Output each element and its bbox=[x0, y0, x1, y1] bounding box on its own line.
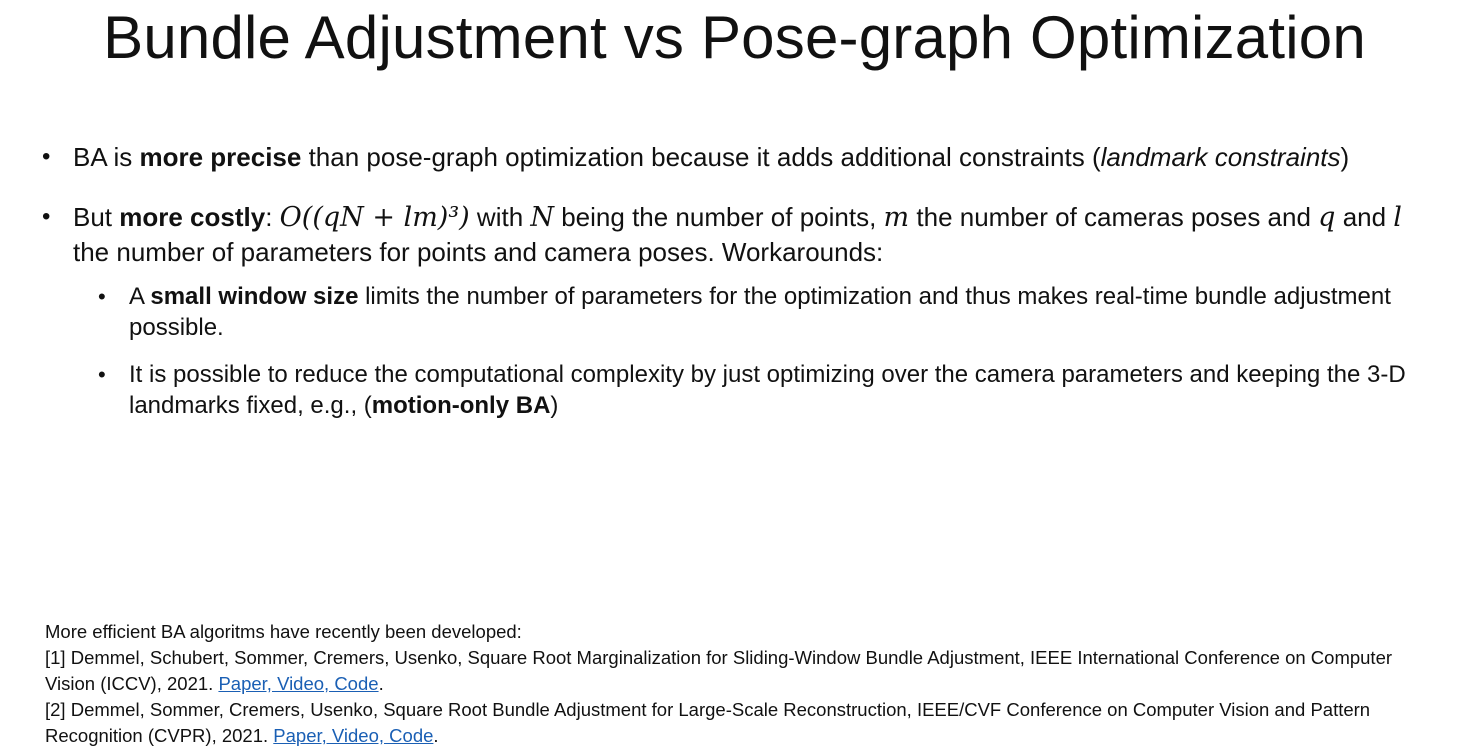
reference-2-text: [2] Demmel, Sommer, Cremers, Usenko, Squ… bbox=[45, 699, 1371, 746]
text: than pose-graph optimization because it … bbox=[301, 142, 1101, 172]
emphasis-landmark-constraints: landmark constraints bbox=[1100, 142, 1341, 172]
reference-1: [1] Demmel, Schubert, Sommer, Cremers, U… bbox=[45, 645, 1445, 697]
complexity-formula: O((qN + lm)³) bbox=[279, 202, 470, 233]
text: with bbox=[469, 202, 531, 232]
emphasis-more-costly: more costly bbox=[119, 202, 266, 232]
text: A bbox=[129, 283, 151, 310]
references-intro: More efficient BA algoritms have recentl… bbox=[45, 621, 522, 642]
workaround-list: A small window size limits the number of… bbox=[73, 281, 1440, 421]
text: It is possible to reduce the computation… bbox=[129, 361, 1406, 419]
text: . bbox=[433, 725, 439, 746]
text: being the number of points, bbox=[554, 202, 884, 232]
variable-n: N bbox=[530, 202, 554, 233]
bullet-ba-precision: BA is more precise than pose-graph optim… bbox=[40, 140, 1440, 174]
variable-q: q bbox=[1318, 202, 1336, 233]
text: BA is bbox=[73, 142, 140, 172]
sub-bullet-motion-only: It is possible to reduce the computation… bbox=[96, 359, 1440, 421]
variable-m: m bbox=[883, 202, 910, 233]
emphasis-more-precise: more precise bbox=[139, 142, 302, 172]
text: ) bbox=[1340, 142, 1350, 172]
slide-title: Bundle Adjustment vs Pose-graph Optimiza… bbox=[103, 4, 1366, 71]
reference-2: [2] Demmel, Sommer, Cremers, Usenko, Squ… bbox=[45, 697, 1445, 749]
reference-1-link[interactable]: Paper, Video, Code bbox=[218, 673, 379, 694]
text: ) bbox=[550, 392, 559, 419]
text: But bbox=[73, 202, 120, 232]
text: limits the number of parameters for the … bbox=[129, 283, 1391, 341]
text: : bbox=[265, 202, 280, 232]
emphasis-motion-only-ba: motion-only BA bbox=[371, 392, 551, 419]
reference-2-link[interactable]: Paper, Video, Code bbox=[273, 725, 434, 746]
variable-l: l bbox=[1393, 202, 1402, 233]
text: the number of parameters for points and … bbox=[73, 237, 884, 267]
references: More efficient BA algoritms have recentl… bbox=[45, 619, 1445, 749]
sub-bullet-window-size: A small window size limits the number of… bbox=[96, 281, 1440, 343]
text: the number of cameras poses and bbox=[909, 202, 1319, 232]
text: . bbox=[378, 673, 384, 694]
bullet-ba-cost: But more costly: O((qN + lm)³) with N be… bbox=[40, 200, 1440, 421]
text: and bbox=[1335, 202, 1394, 232]
reference-1-text: [1] Demmel, Schubert, Sommer, Cremers, U… bbox=[45, 647, 1393, 694]
emphasis-small-window-size: small window size bbox=[150, 283, 359, 310]
bullet-list: BA is more precise than pose-graph optim… bbox=[40, 140, 1440, 421]
